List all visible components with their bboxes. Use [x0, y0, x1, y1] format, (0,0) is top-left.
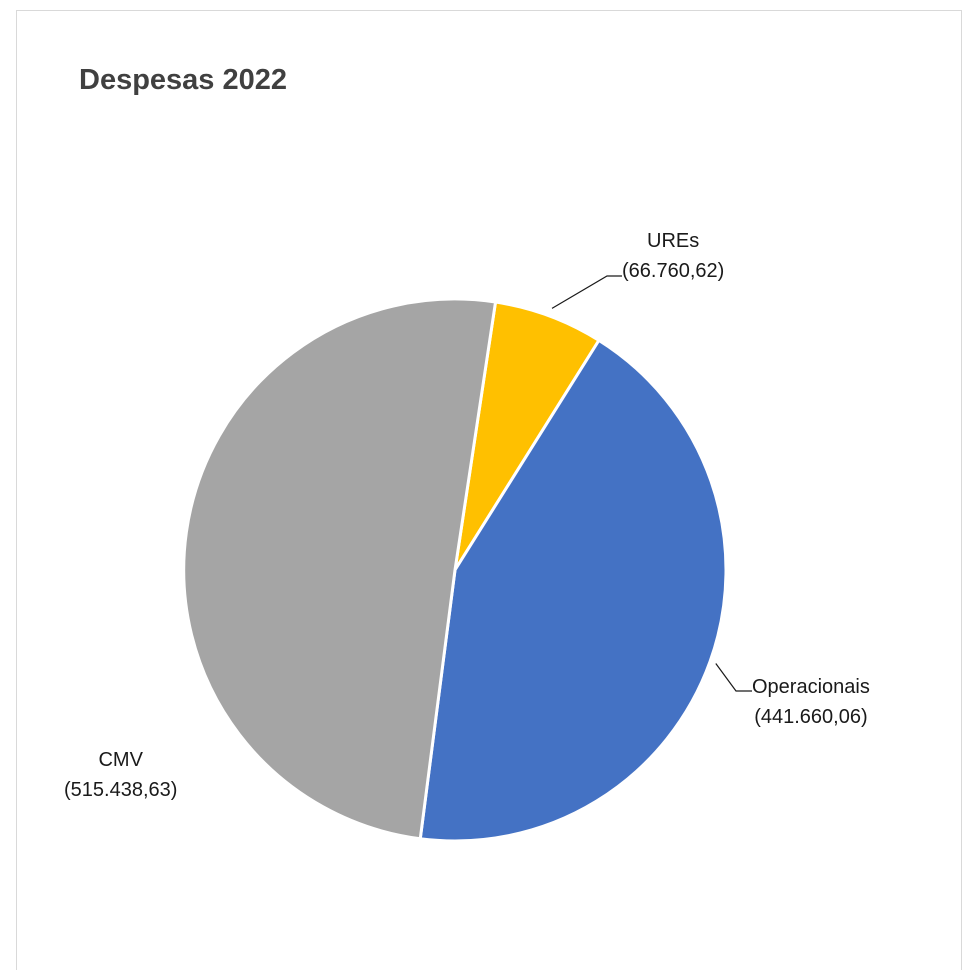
leader-line-operacionais — [715, 663, 752, 692]
pie-slice-ures — [453, 300, 601, 572]
slice-label-ures-value: (66.760,62) — [622, 260, 725, 282]
pie-slices — [182, 297, 728, 843]
leader-line-ures — [551, 275, 622, 309]
slice-label-ures-name: UREs — [647, 230, 700, 252]
slice-label-operacionais-value: (441.660,06) — [754, 706, 868, 728]
chart-title: Despesas 2022 — [79, 64, 287, 96]
slice-label-operacionais-name: Operacionais — [752, 676, 870, 698]
slice-label-operacionais: Operacionais (441.660,06) — [752, 672, 870, 732]
pie-slice-operacionais — [418, 338, 728, 843]
leader-lines — [551, 275, 752, 692]
slice-label-cmv-value: (515.438,63) — [64, 779, 178, 801]
pie-slice-cmv — [182, 297, 498, 841]
slice-label-ures: UREs (66.760,62) — [622, 226, 724, 286]
slice-label-cmv: CMV (515.438,63) — [64, 745, 177, 805]
slice-label-cmv-name: CMV — [98, 749, 143, 771]
